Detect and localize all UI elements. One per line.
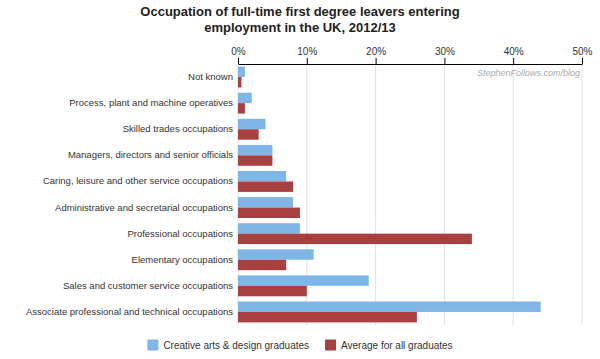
annotation: StephenFollows.com/blog (477, 68, 580, 78)
tick-label: 0% (231, 46, 246, 57)
bar (238, 275, 369, 285)
legend-swatch (147, 340, 158, 351)
grid-line (513, 64, 514, 325)
tick-mark (376, 58, 377, 64)
tick-mark (444, 58, 445, 64)
grid-line (582, 64, 583, 325)
title-line: employment in the UK, 2012/13 (204, 20, 395, 35)
category-label: Not known (188, 71, 233, 82)
legend: Creative arts & design graduates Average … (147, 340, 452, 351)
bar (238, 286, 307, 296)
legend-item: Average for all graduates (325, 340, 453, 351)
bar (238, 223, 300, 233)
plot: 0% 10% 20% 30% 40% 50% Associate professional … (26, 46, 593, 325)
tick: Administrative and secretarial occupatio… (55, 202, 233, 213)
tick: 40% (504, 46, 524, 64)
tick-mark (582, 58, 583, 64)
category-label: Associate professional and technical occ… (26, 306, 233, 317)
bar (238, 312, 417, 322)
legend-label: Creative arts & design graduates (163, 340, 309, 351)
legend-item: Creative arts & design graduates (147, 340, 309, 351)
grid-line (444, 64, 445, 325)
bar (238, 145, 272, 155)
x-axis-line (239, 64, 583, 65)
x-axis: 0% 10% 20% 30% 40% 50% (231, 46, 592, 65)
bar (238, 197, 293, 207)
tick: Caring, leisure and other service occupa… (43, 175, 233, 186)
bar (238, 155, 272, 165)
tick: Skilled trades occupations (123, 123, 234, 134)
grid (238, 64, 582, 325)
tick: 20% (366, 46, 386, 64)
tick: 10% (297, 46, 317, 64)
category-label: Skilled trades occupations (123, 123, 234, 134)
y-axis: Associate professional and technical occ… (26, 71, 233, 317)
grid-line (375, 64, 376, 325)
tick: Sales and customer service occupations (63, 280, 233, 291)
category-label: Managers, directors and senior officials (68, 149, 233, 160)
bar (238, 103, 245, 113)
tick-label: 10% (297, 46, 317, 57)
series (238, 77, 472, 322)
bar (238, 93, 252, 103)
tick-label: 50% (572, 46, 592, 57)
bars (238, 67, 541, 323)
tick: Managers, directors and senior officials (68, 149, 233, 160)
legend-swatch (325, 340, 336, 351)
category-label: Elementary occupations (132, 254, 234, 265)
category-label: Process, plant and machine operatives (69, 97, 233, 108)
bar (238, 77, 241, 87)
bar (238, 67, 245, 77)
tick: Process, plant and machine operatives (69, 97, 233, 108)
bar (238, 129, 259, 139)
bar (238, 119, 266, 129)
category-label: Professional occupations (127, 228, 233, 239)
tick: Professional occupations (127, 228, 233, 239)
category-label: Administrative and secretarial occupatio… (55, 202, 233, 213)
title: Occupation of full-time first degree lea… (140, 4, 459, 35)
bar (238, 302, 541, 312)
tick: 30% (435, 46, 455, 64)
category-label: Caring, leisure and other service occupa… (43, 175, 233, 186)
tick: 50% (572, 46, 592, 64)
tick-mark (238, 58, 239, 64)
bar (238, 249, 314, 259)
bar (238, 260, 286, 270)
legend-label: Average for all graduates (341, 340, 453, 351)
tick-mark (513, 58, 514, 64)
bar (238, 234, 472, 244)
bar (238, 181, 293, 191)
tick: Not known (188, 71, 233, 82)
tick-mark (307, 58, 308, 64)
chart: Occupation of full-time first degree lea… (0, 0, 600, 359)
tick: Associate professional and technical occ… (26, 306, 233, 317)
tick: 0% (231, 46, 246, 64)
tick-label: 20% (366, 46, 386, 57)
tick-label: 30% (435, 46, 455, 57)
tick: Elementary occupations (132, 254, 234, 265)
tick-label: 40% (504, 46, 524, 57)
series (238, 67, 541, 312)
title-line: Occupation of full-time first degree lea… (140, 4, 459, 19)
category-label: Sales and customer service occupations (63, 280, 233, 291)
bar (238, 171, 286, 181)
bar (238, 208, 300, 218)
